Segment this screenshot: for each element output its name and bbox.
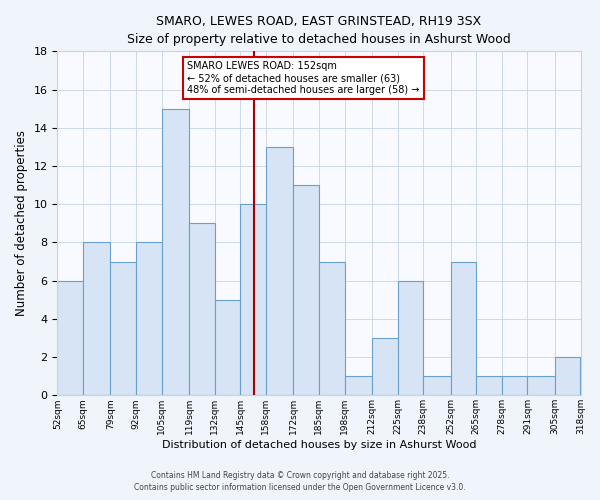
Text: Contains HM Land Registry data © Crown copyright and database right 2025.
Contai: Contains HM Land Registry data © Crown c… [134, 471, 466, 492]
Bar [189, 224, 215, 396]
Bar [372, 338, 398, 396]
Bar [240, 204, 266, 396]
Bar [451, 262, 476, 396]
Bar [161, 108, 189, 396]
Bar [58, 280, 83, 396]
Bar [476, 376, 502, 396]
Bar [136, 242, 161, 396]
Bar [83, 242, 110, 396]
Bar [398, 280, 423, 396]
Bar [293, 185, 319, 396]
Bar [110, 262, 136, 396]
Bar [502, 376, 527, 396]
Bar [423, 376, 451, 396]
Bar [555, 357, 580, 396]
Bar [319, 262, 344, 396]
Y-axis label: Number of detached properties: Number of detached properties [15, 130, 28, 316]
Bar [266, 147, 293, 396]
Bar [215, 300, 240, 396]
Text: SMARO LEWES ROAD: 152sqm
← 52% of detached houses are smaller (63)
48% of semi-d: SMARO LEWES ROAD: 152sqm ← 52% of detach… [187, 62, 419, 94]
Bar [344, 376, 372, 396]
Title: SMARO, LEWES ROAD, EAST GRINSTEAD, RH19 3SX
Size of property relative to detache: SMARO, LEWES ROAD, EAST GRINSTEAD, RH19 … [127, 15, 511, 46]
Bar [527, 376, 555, 396]
X-axis label: Distribution of detached houses by size in Ashurst Wood: Distribution of detached houses by size … [162, 440, 476, 450]
